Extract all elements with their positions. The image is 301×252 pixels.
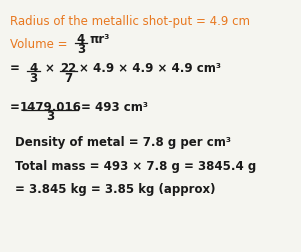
Text: 4: 4 <box>29 62 38 75</box>
Text: = 3.845 kg = 3.85 kg (approx): = 3.845 kg = 3.85 kg (approx) <box>15 183 216 196</box>
Text: =: = <box>10 101 20 114</box>
Text: 1479.016: 1479.016 <box>19 101 81 114</box>
Text: 22: 22 <box>60 62 76 75</box>
Text: × 4.9 × 4.9 × 4.9 cm³: × 4.9 × 4.9 × 4.9 cm³ <box>79 62 221 75</box>
Text: Volume =: Volume = <box>10 38 71 51</box>
Text: 7: 7 <box>64 72 72 85</box>
Text: = 493 cm³: = 493 cm³ <box>81 101 148 114</box>
Text: 4: 4 <box>77 33 85 46</box>
Text: 3: 3 <box>29 72 38 85</box>
Text: Density of metal = 7.8 g per cm³: Density of metal = 7.8 g per cm³ <box>15 136 231 149</box>
Text: =: = <box>10 62 20 75</box>
Text: πr³: πr³ <box>89 33 110 46</box>
Text: Total mass = 493 × 7.8 g = 3845.4 g: Total mass = 493 × 7.8 g = 3845.4 g <box>15 160 256 173</box>
Text: 3: 3 <box>77 43 85 56</box>
Text: ×: × <box>45 62 54 75</box>
Text: 3: 3 <box>46 110 54 123</box>
Text: Radius of the metallic shot-put = 4.9 cm: Radius of the metallic shot-put = 4.9 cm <box>10 15 250 28</box>
